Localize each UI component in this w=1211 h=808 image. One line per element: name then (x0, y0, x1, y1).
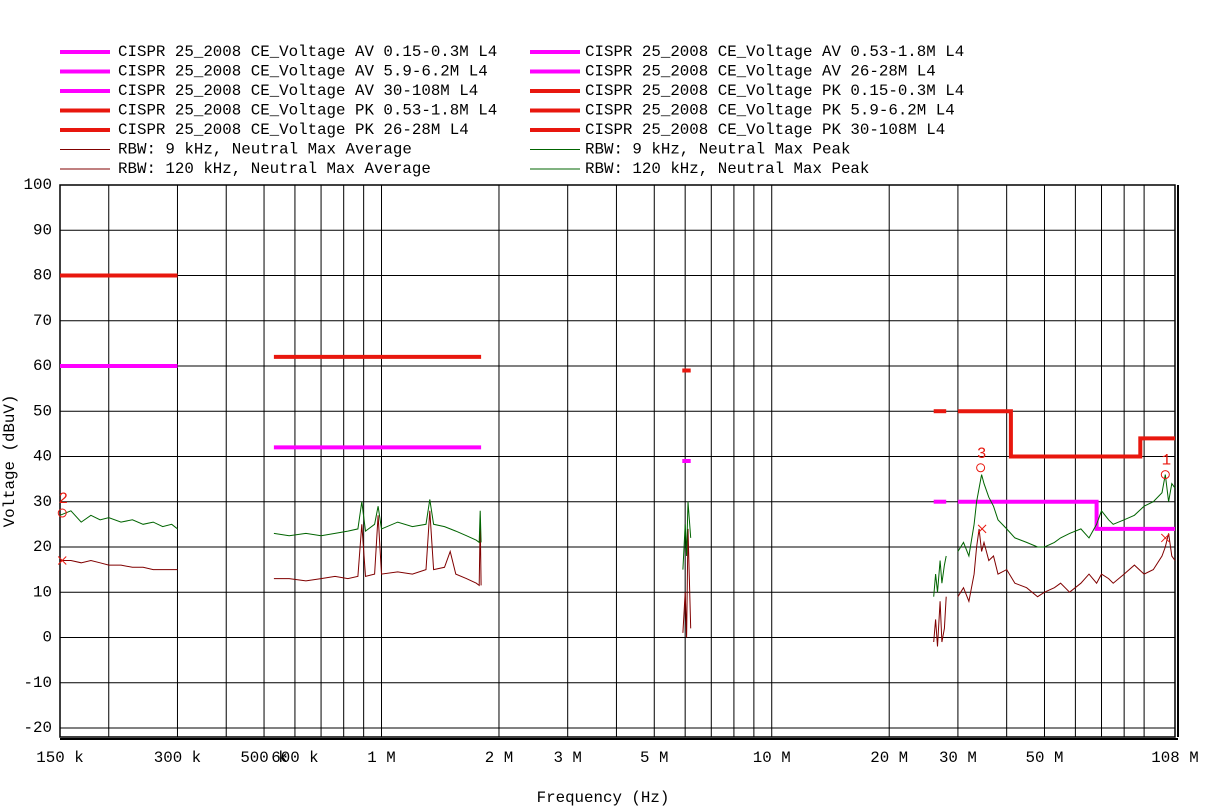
legend-label: CISPR 25_2008 CE_Voltage AV 0.53-1.8M L4 (585, 43, 964, 61)
series-line (957, 474, 1176, 558)
marker-label: 1 (1162, 452, 1171, 470)
marker (57, 508, 67, 518)
cross-marker (1160, 533, 1170, 543)
legend-label: CISPR 25_2008 CE_Voltage PK 30-108M L4 (585, 121, 945, 139)
x-tick-label: 108 M (1151, 749, 1198, 767)
y-tick-label: 60 (33, 357, 52, 375)
legend-label: CISPR 25_2008 CE_Voltage PK 5.9-6.2M L4 (585, 102, 955, 120)
x-tick-label: 20 M (870, 749, 908, 767)
x-tick-label: 500 k (240, 749, 287, 767)
y-tick-label: 20 (33, 538, 52, 556)
x-tick-label: 300 k (154, 749, 201, 767)
legend-label: RBW: 120 kHz, Neutral Max Average (118, 160, 431, 178)
series-line (60, 510, 947, 647)
y-tick-label: 70 (33, 312, 52, 330)
y-tick-label: 0 (43, 629, 52, 647)
marker-label: 3 (977, 445, 986, 463)
y-tick-label: 50 (33, 402, 52, 420)
y-tick-label: 100 (24, 176, 52, 194)
cross-marker (977, 524, 987, 534)
x-tick-label: 5 M (640, 749, 668, 767)
marker (976, 463, 986, 473)
series-line (957, 409, 1175, 459)
x-tick-label: 600 k (271, 749, 318, 767)
x-tick-label: 50 M (1026, 749, 1064, 767)
y-tick-label: 80 (33, 267, 52, 285)
x-tick-label: 2 M (485, 749, 513, 767)
x-tick-label: 1 M (367, 749, 395, 767)
legend-label: CISPR 25_2008 CE_Voltage PK 0.15-0.3M L4 (585, 82, 964, 100)
y-tick-label: -10 (24, 674, 52, 692)
y-tick-label: -20 (24, 719, 52, 737)
legend-label: CISPR 25_2008 CE_Voltage AV 0.15-0.3M L4 (118, 43, 497, 61)
x-axis-label: Frequency (Hz) (537, 789, 670, 807)
marker (1160, 470, 1170, 480)
x-tick-label: 3 M (553, 749, 581, 767)
series-line (957, 499, 1175, 531)
y-tick-label: 30 (33, 493, 52, 511)
legend-label: RBW: 9 kHz, Neutral Max Average (118, 141, 412, 159)
marker-label: 2 (59, 490, 68, 508)
y-tick-label: 10 (33, 583, 52, 601)
x-tick-label: 30 M (939, 749, 977, 767)
y-tick-label: 40 (33, 448, 52, 466)
series-line (59, 499, 947, 597)
series-line (957, 528, 1176, 604)
legend-label: CISPR 25_2008 CE_Voltage AV 26-28M L4 (585, 63, 936, 81)
legend-label: CISPR 25_2008 CE_Voltage PK 26-28M L4 (118, 121, 469, 139)
x-tick-label: 150 k (36, 749, 83, 767)
legend-label: CISPR 25_2008 CE_Voltage PK 0.53-1.8M L4 (118, 102, 497, 120)
x-tick-label: 10 M (753, 749, 791, 767)
cross-marker (57, 556, 67, 565)
legend-label: RBW: 9 kHz, Neutral Max Peak (585, 141, 850, 159)
legend-label: RBW: 120 kHz, Neutral Max Peak (585, 160, 869, 178)
y-axis-label: Voltage (dBuV) (1, 395, 19, 528)
plot-frame (59, 184, 1176, 738)
y-tick-label: 90 (33, 221, 52, 239)
legend-label: CISPR 25_2008 CE_Voltage AV 5.9-6.2M L4 (118, 63, 488, 81)
legend-label: CISPR 25_2008 CE_Voltage AV 30-108M L4 (118, 82, 478, 100)
